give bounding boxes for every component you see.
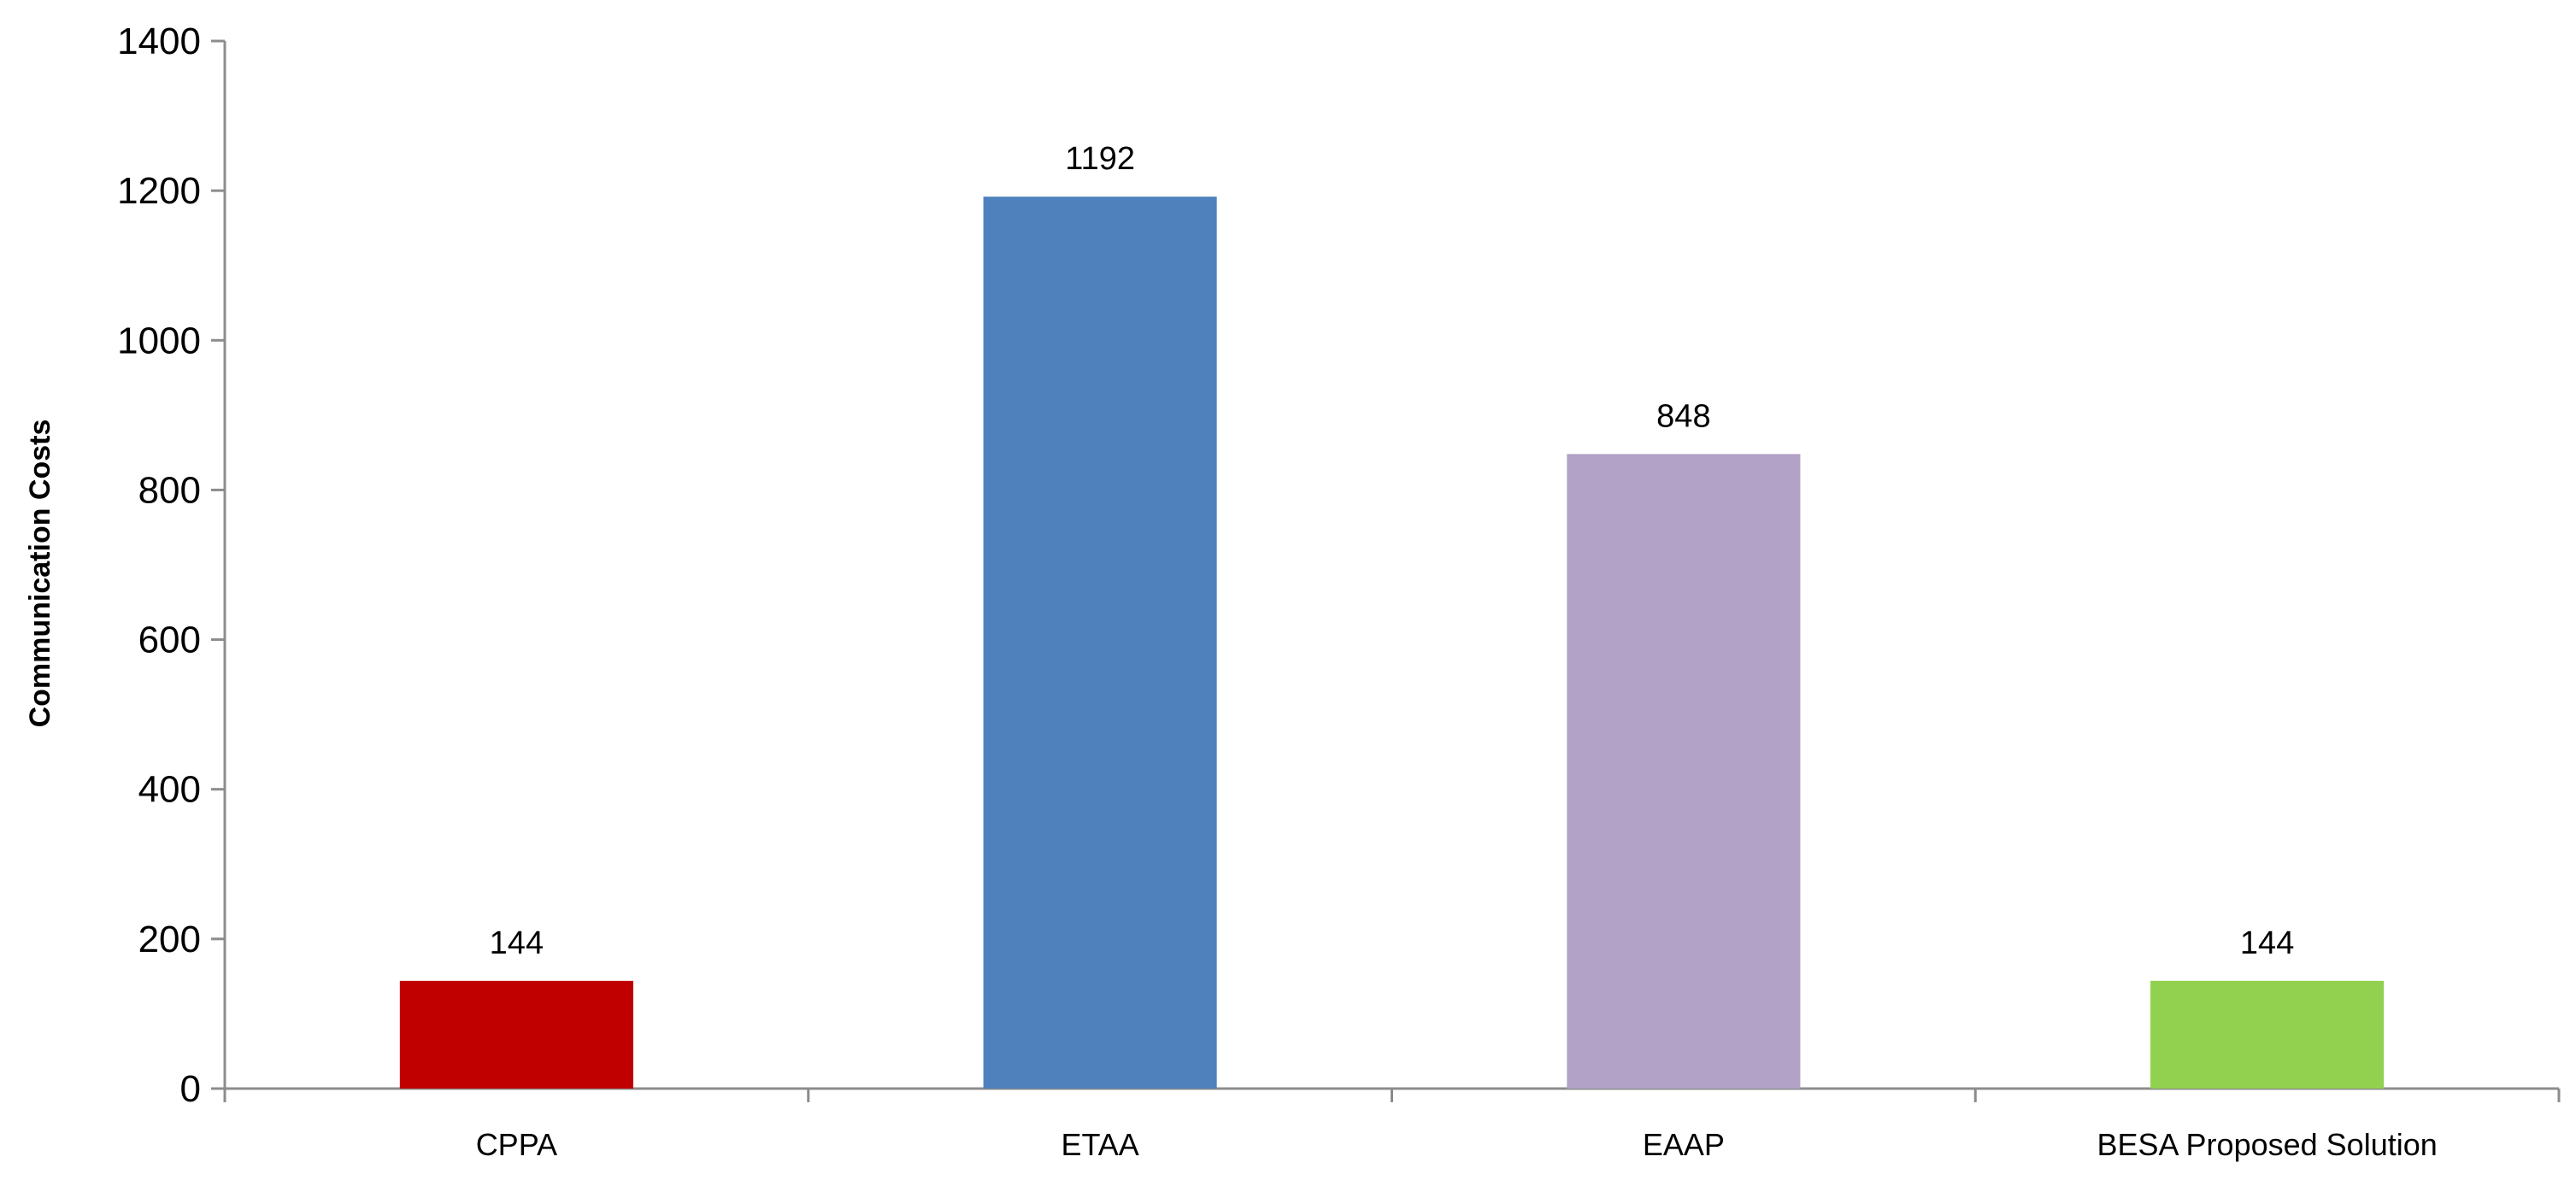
bar-eaap: [1567, 454, 1801, 1089]
data-labels: 144 1192 848 144: [490, 141, 2295, 961]
y-tick-label: 600: [138, 619, 201, 661]
y-tick-label: 0: [180, 1068, 201, 1110]
bar-cppa: [399, 980, 633, 1089]
y-axis: 0 200 400 600 800 1000 1200 1400: [117, 21, 226, 1110]
x-tick-label: EAAP: [1643, 1127, 1725, 1162]
bar-series: [399, 197, 2385, 1089]
y-tick-label: 1400: [117, 21, 201, 62]
x-tick-label: CPPA: [476, 1127, 557, 1162]
data-label: 1192: [1065, 141, 1135, 177]
bar-etaa: [983, 197, 1217, 1089]
y-axis-title: Communication Costs: [24, 420, 56, 728]
x-axis: CPPA ETAA EAAP BESA Proposed Solution: [223, 1087, 2561, 1162]
y-tick-label: 1000: [117, 320, 201, 361]
y-tick-label: 200: [138, 919, 201, 960]
y-tick-label: 800: [138, 469, 201, 511]
y-tick-label: 400: [138, 769, 201, 811]
y-tick-label: 1200: [117, 170, 201, 212]
data-label: 848: [1656, 398, 1710, 434]
x-tick-label: BESA Proposed Solution: [2097, 1127, 2437, 1162]
data-label: 144: [490, 925, 544, 961]
x-tick-label: ETAA: [1061, 1127, 1138, 1162]
data-label: 144: [2240, 925, 2294, 961]
bar-besa-proposed-solution: [2150, 980, 2385, 1089]
